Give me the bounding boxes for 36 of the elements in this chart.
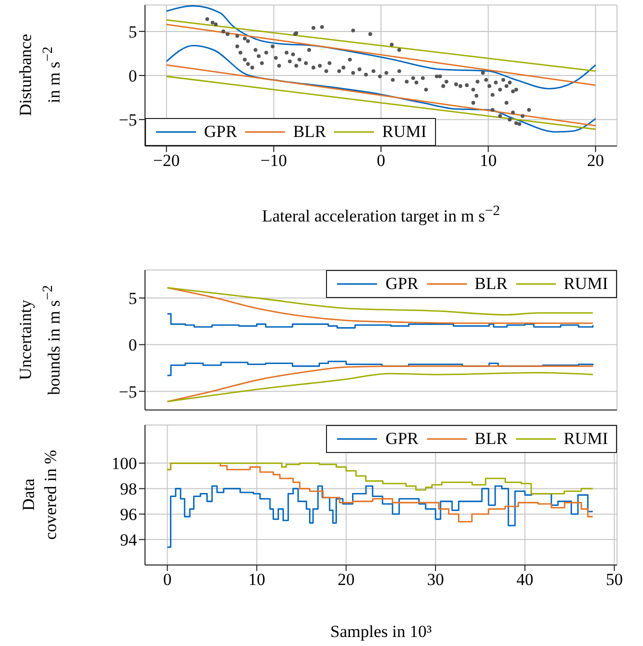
legend-label: GPR xyxy=(385,274,419,294)
y-tick-label: −5 xyxy=(118,382,137,402)
y-tick-label: 0 xyxy=(128,66,137,86)
y-tick-label: 94 xyxy=(120,530,138,550)
y-tick-label: 5 xyxy=(128,289,137,308)
y-tick-label: 5 xyxy=(128,22,137,42)
x-tick-label: 40 xyxy=(516,570,534,590)
y-tick-label: 96 xyxy=(120,505,137,524)
legend-label: GPR xyxy=(385,429,419,449)
legend-label: RUMI xyxy=(382,122,427,142)
x-tick-label: −10 xyxy=(260,151,288,170)
x-tick-label: −20 xyxy=(153,151,180,170)
x-axis-title: Lateral acceleration target in m s$^{−2}$ xyxy=(261,203,501,227)
x-tick-label: 0 xyxy=(163,570,172,590)
legend-label: GPR xyxy=(204,122,238,142)
legend-label: BLR xyxy=(474,274,508,294)
line-series xyxy=(166,372,594,402)
y-tick-label: −5 xyxy=(118,110,137,130)
x-tick-label: 0 xyxy=(376,151,386,170)
legend-label: BLR xyxy=(293,122,326,142)
line-series xyxy=(166,365,594,402)
x-tick-label: 10 xyxy=(480,151,497,170)
x-axis-title: Samples in 10³ xyxy=(329,622,433,642)
x-tick-label: 20 xyxy=(587,151,604,170)
y-tick-label: 100 xyxy=(112,454,137,474)
legend-label: RUMI xyxy=(564,429,608,449)
y-tick-label: 98 xyxy=(120,480,137,499)
x-tick-label: 50 xyxy=(606,570,623,590)
legend-label: BLR xyxy=(474,429,508,449)
legend-label: RUMI xyxy=(564,274,608,294)
line-series xyxy=(166,5,596,90)
x-tick-label: 20 xyxy=(338,570,355,590)
y-axis-title: Data covered in % xyxy=(18,450,61,540)
y-tick-label: 0 xyxy=(128,336,137,355)
x-tick-label: 10 xyxy=(248,570,266,590)
x-tick-label: 30 xyxy=(427,570,444,590)
